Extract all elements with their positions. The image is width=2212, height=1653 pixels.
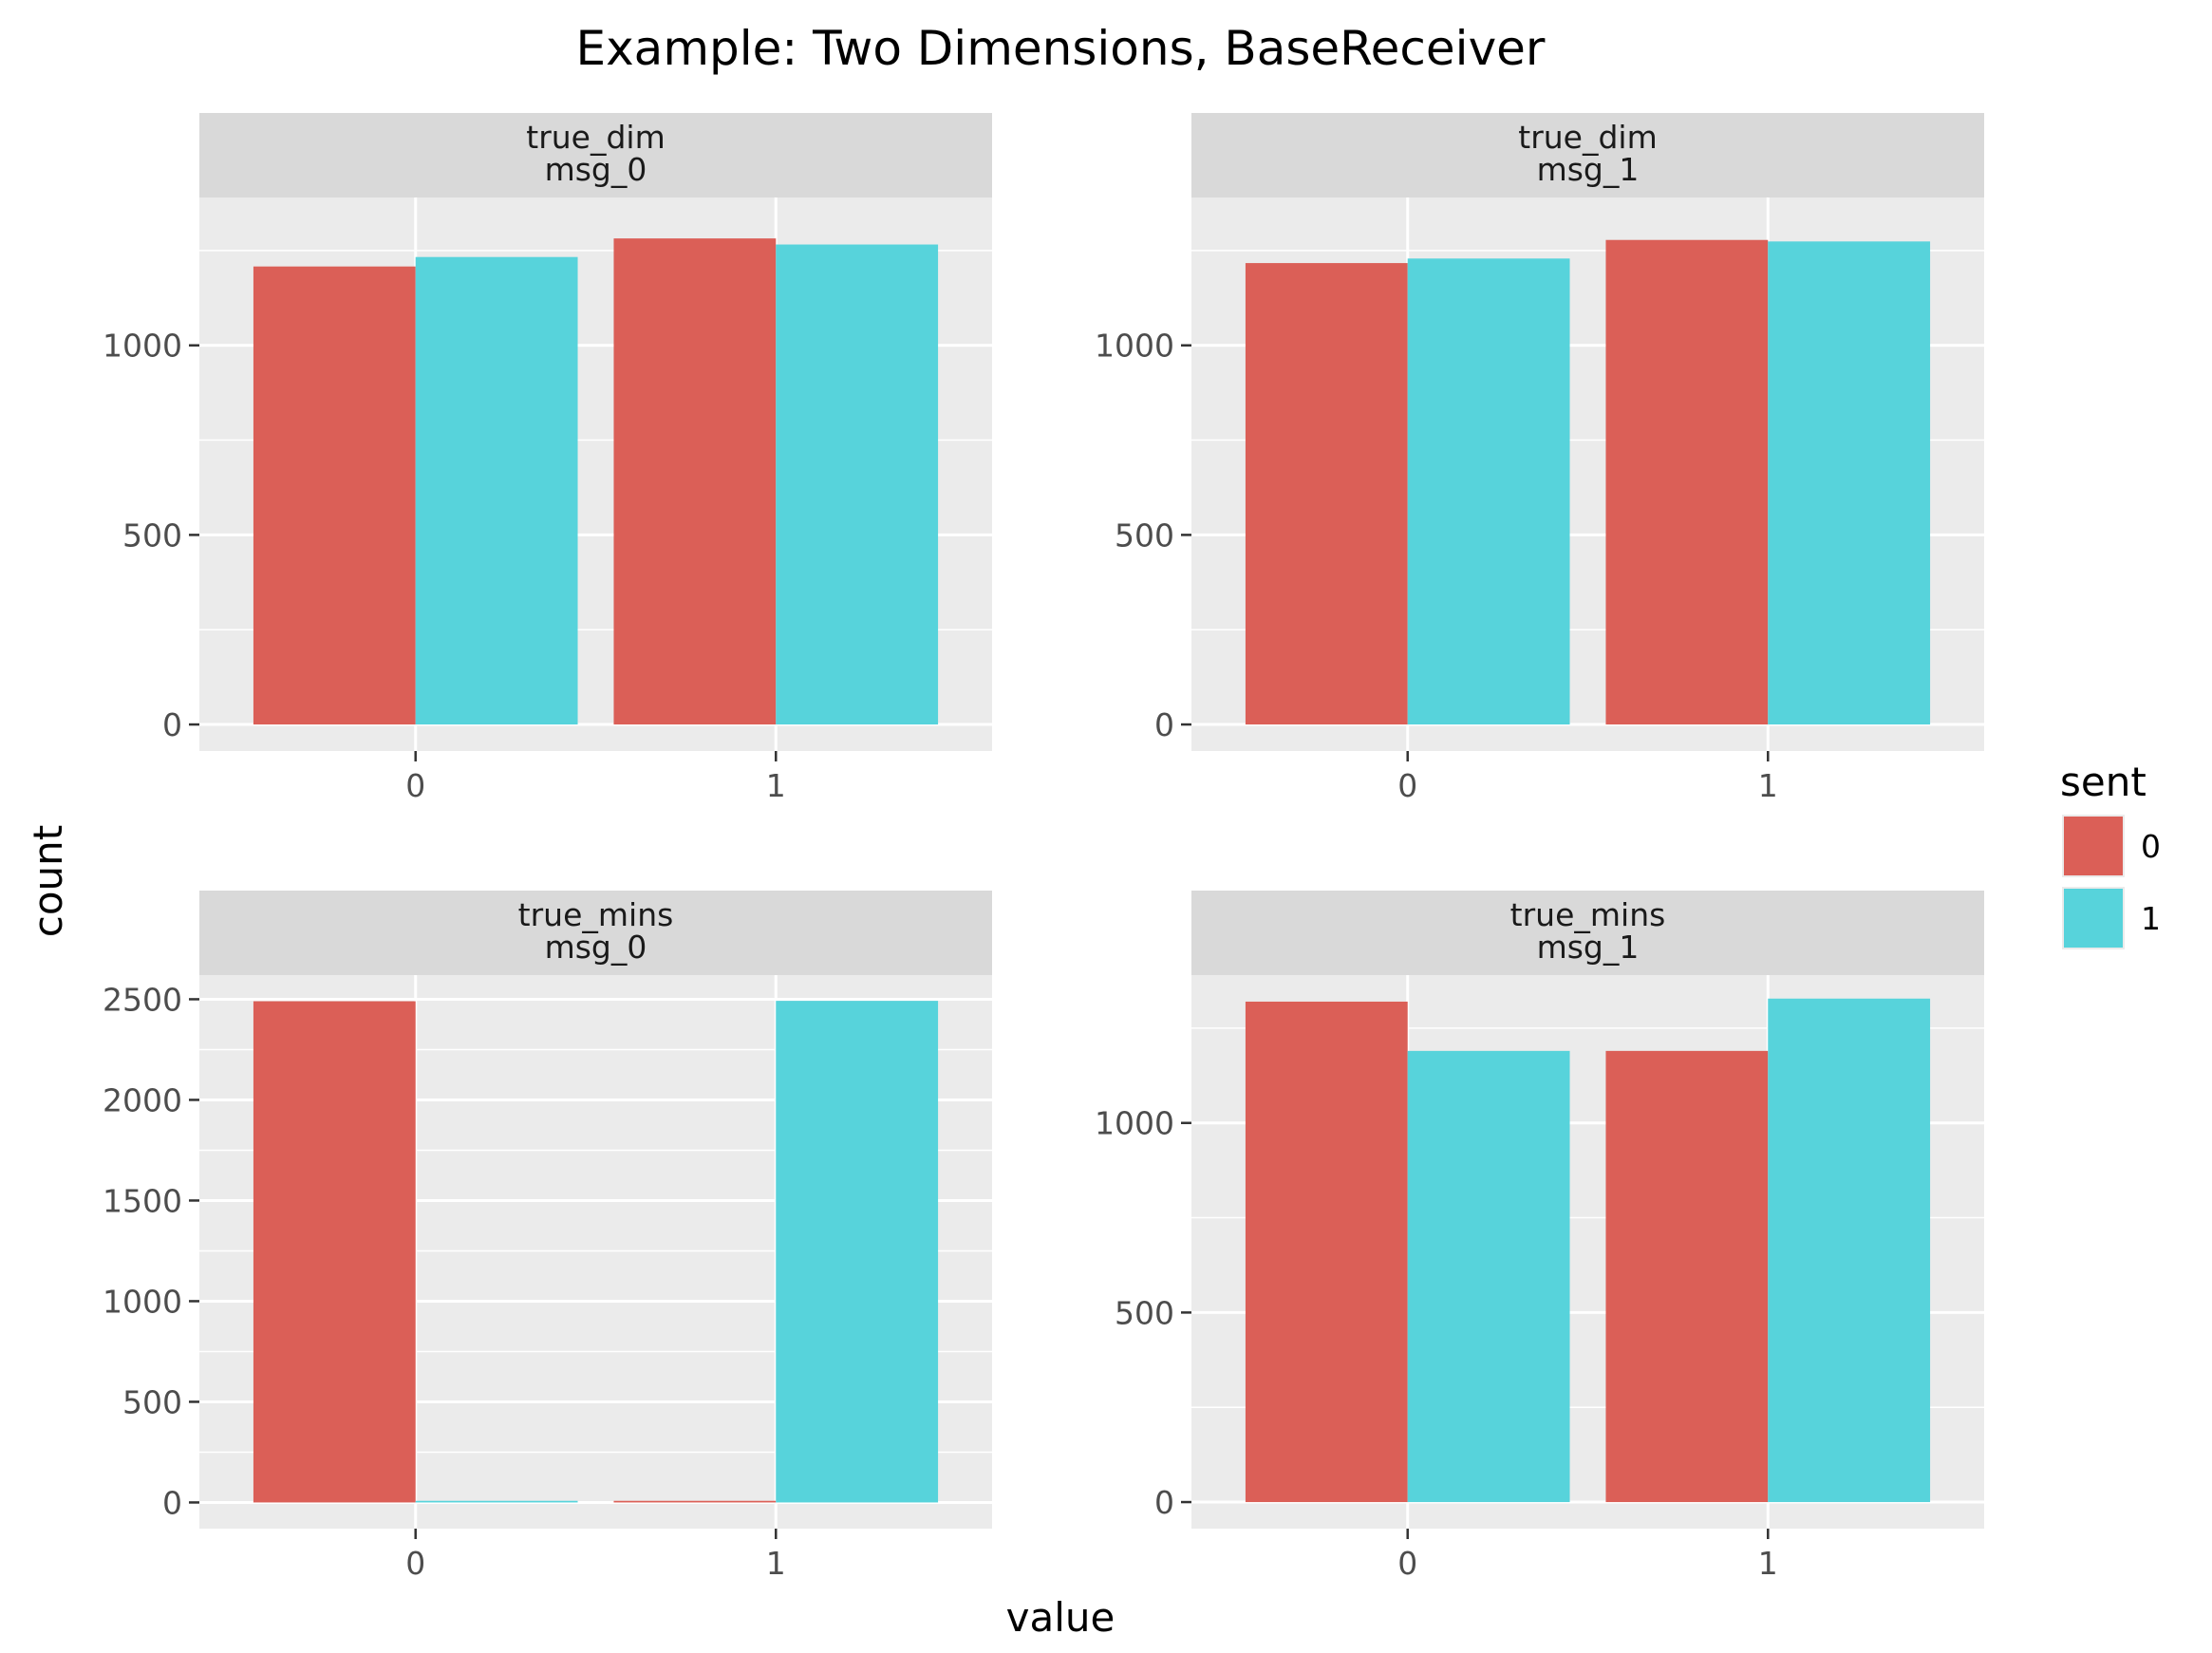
x-tick-label: 0 xyxy=(1397,767,1417,804)
bar xyxy=(613,1500,777,1503)
bar xyxy=(776,1001,939,1503)
y-tick-label: 2500 xyxy=(103,981,182,1018)
y-axis-title: count xyxy=(25,825,71,938)
facet-strip-label: msg_1 xyxy=(1537,929,1640,966)
facet-strip xyxy=(1191,891,1984,975)
legend-swatch xyxy=(2064,817,2123,875)
y-tick-label: 1000 xyxy=(1095,1105,1174,1142)
facet-strip xyxy=(1191,113,1984,197)
y-tick-label: 0 xyxy=(162,1484,182,1521)
facet-strip-label: msg_0 xyxy=(545,929,647,966)
y-tick-label: 500 xyxy=(122,1383,182,1420)
bar xyxy=(415,256,578,725)
y-tick-label: 1000 xyxy=(1095,328,1174,365)
y-tick-label: 0 xyxy=(1154,706,1174,743)
y-tick-label: 500 xyxy=(1115,1294,1174,1331)
x-tick-label: 0 xyxy=(405,767,425,804)
y-tick-label: 0 xyxy=(1154,1484,1174,1521)
bar xyxy=(1605,239,1769,725)
legend: sent 0 1 xyxy=(2060,759,2161,949)
facet-strip-label: true_dim xyxy=(1518,119,1658,156)
bar xyxy=(1245,1001,1408,1503)
bar xyxy=(1768,998,1931,1503)
legend-swatch xyxy=(2064,889,2123,948)
bar xyxy=(415,1500,578,1503)
y-tick-label: 500 xyxy=(1115,517,1174,554)
y-tick-label: 500 xyxy=(122,517,182,554)
y-tick-label: 1500 xyxy=(103,1182,182,1219)
y-tick-label: 0 xyxy=(162,706,182,743)
bar xyxy=(1407,1050,1570,1503)
facet-strip-label: true_mins xyxy=(1510,896,1666,933)
legend-label: 0 xyxy=(2141,828,2161,865)
y-tick-label: 1000 xyxy=(103,328,182,365)
facet-strip-label: msg_1 xyxy=(1537,151,1640,188)
x-tick-label: 1 xyxy=(766,1545,786,1582)
bar xyxy=(1245,263,1408,725)
x-tick-label: 0 xyxy=(1397,1545,1417,1582)
facet-strip-label: msg_0 xyxy=(545,151,647,188)
bar xyxy=(1768,241,1931,725)
bar xyxy=(253,266,416,725)
bar xyxy=(253,1001,416,1503)
bar xyxy=(1407,258,1570,725)
bar xyxy=(1605,1050,1769,1503)
legend-title: sent xyxy=(2060,759,2146,805)
facet-strip xyxy=(199,891,992,975)
bar xyxy=(776,244,939,725)
chart-title: Example: Two Dimensions, BaseReceiver xyxy=(576,21,1546,76)
facet-strip xyxy=(199,113,992,197)
x-axis-title: value xyxy=(1006,1594,1115,1641)
x-tick-label: 1 xyxy=(766,767,786,804)
x-tick-label: 1 xyxy=(1758,1545,1778,1582)
facet-strip-label: true_dim xyxy=(526,119,665,156)
x-tick-label: 0 xyxy=(405,1545,425,1582)
y-tick-label: 1000 xyxy=(103,1283,182,1320)
x-tick-label: 1 xyxy=(1758,767,1778,804)
y-tick-label: 2000 xyxy=(103,1081,182,1118)
legend-label: 1 xyxy=(2141,900,2161,937)
facet-strip-label: true_mins xyxy=(518,896,674,933)
bar xyxy=(613,238,777,725)
